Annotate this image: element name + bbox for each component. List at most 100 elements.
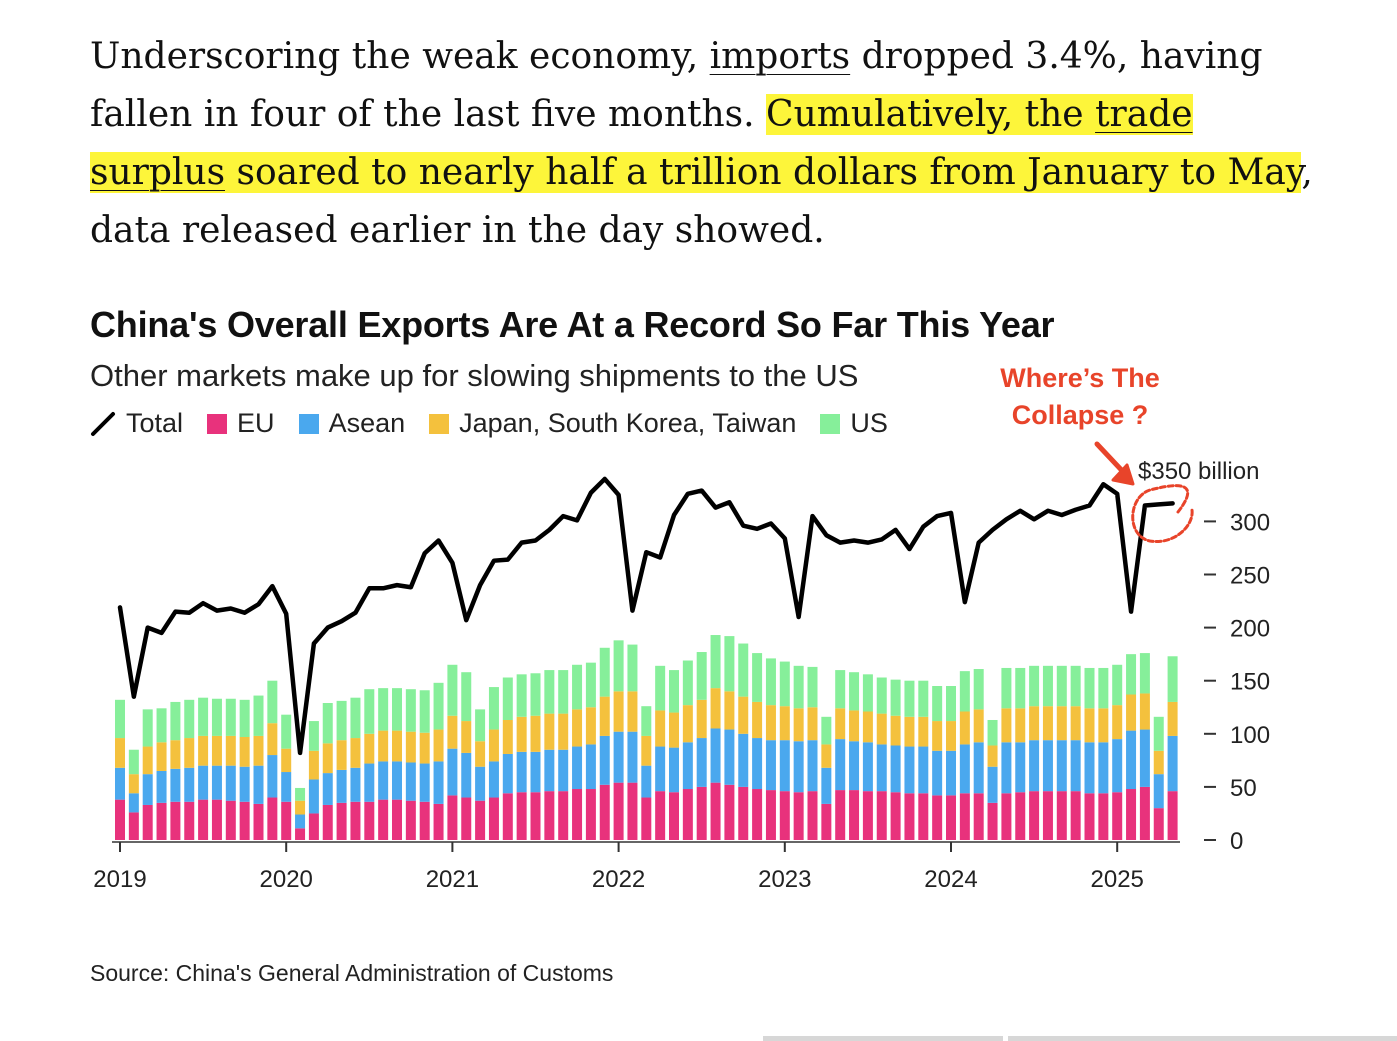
bar-jkt — [710, 688, 721, 729]
bar-jkt — [779, 706, 790, 741]
bar-us — [267, 680, 278, 724]
annotation-line-1: Where’s The — [1000, 363, 1160, 393]
bar-us — [364, 689, 375, 734]
bar-eu — [405, 800, 416, 840]
bar-eu — [669, 792, 679, 840]
bar-jkt — [890, 715, 901, 746]
bar-asean — [890, 745, 901, 793]
bar-us — [1167, 656, 1178, 702]
bar-eu — [987, 802, 998, 840]
bar-asean — [1167, 735, 1178, 792]
imports-link[interactable]: imports — [709, 36, 851, 77]
bar-jkt — [364, 733, 375, 764]
bar-asean — [959, 744, 970, 794]
bar-eu — [932, 795, 943, 840]
bar-eu — [627, 782, 638, 840]
bar-asean — [682, 742, 693, 790]
article-text-part3: , data released earlier in the day showe… — [90, 152, 1313, 251]
bar-us — [765, 658, 776, 706]
bar-us — [918, 680, 929, 717]
bar-asean — [1029, 740, 1040, 792]
bar-us — [350, 697, 361, 739]
chart-title: China's Overall Exports Are At a Record … — [90, 304, 1055, 345]
bar-eu — [184, 801, 195, 840]
legend-item-eu: EU — [207, 408, 275, 439]
bar-asean — [267, 755, 278, 798]
bar-eu — [1029, 791, 1040, 840]
bar-jkt — [267, 723, 278, 756]
bar-asean — [1112, 739, 1123, 793]
bar-us — [156, 708, 167, 743]
bar-eu — [849, 790, 860, 840]
bar-jkt — [669, 712, 679, 748]
bar-us — [585, 662, 596, 708]
bar-us — [1056, 665, 1067, 707]
bar-jkt — [142, 746, 153, 775]
bar-us — [835, 670, 846, 709]
bar-eu — [696, 786, 707, 840]
x-tick-label: 2022 — [592, 866, 645, 893]
bar-us — [461, 672, 472, 722]
bar-us — [973, 669, 984, 710]
y-tick-label: 150 — [1230, 669, 1270, 696]
bar-asean — [419, 763, 430, 802]
bar-eu — [890, 792, 901, 840]
bar-jkt — [225, 735, 236, 766]
bar-jkt — [946, 721, 956, 751]
bar-us — [502, 677, 513, 720]
bar-jkt — [378, 730, 389, 762]
bar-us — [281, 714, 292, 749]
bar-jkt — [765, 705, 776, 741]
bar-eu — [793, 792, 804, 840]
bar-asean — [765, 740, 776, 791]
bar-eu — [502, 793, 513, 840]
bar-jkt — [793, 708, 804, 742]
legend-label-us: US — [850, 408, 888, 438]
bar-us — [904, 680, 915, 717]
us-swatch — [820, 413, 841, 434]
article-text-part2: dropped 3.4%, having fallen in four of t… — [90, 36, 1263, 135]
bar-us — [1001, 667, 1012, 709]
legend-item-us: US — [820, 408, 888, 439]
highlight-a: Cumulatively, the — [766, 94, 1096, 135]
bar-eu — [267, 797, 278, 840]
bar-eu — [461, 797, 472, 840]
article-paragraph: Underscoring the weak economy, imports d… — [90, 28, 1320, 260]
x-axis: 2019 2020 2021 2022 2023 2024 2025 — [93, 841, 1180, 893]
bar-eu — [447, 795, 458, 840]
y-tick-label: 200 — [1230, 616, 1270, 643]
x-tick-label: 2021 — [426, 866, 479, 893]
bar-asean — [502, 753, 513, 794]
bar-us — [779, 661, 790, 707]
bar-asean — [1126, 730, 1137, 790]
bar-us — [959, 671, 970, 712]
bar-jkt — [918, 716, 929, 747]
article-text: Underscoring the weak economy, imports d… — [90, 28, 1320, 260]
bar-asean — [447, 748, 458, 796]
total-line — [117, 476, 1175, 756]
bar-asean — [876, 744, 887, 792]
bar-asean — [779, 740, 790, 792]
y-tick-label: 50 — [1230, 775, 1257, 802]
bar-eu — [433, 803, 444, 840]
bar-us — [225, 698, 236, 736]
bar-jkt — [170, 740, 181, 769]
bar-asean — [1056, 740, 1067, 792]
bar-eu — [724, 784, 735, 840]
bar-us — [1112, 664, 1123, 706]
bar-asean — [613, 731, 624, 783]
bar-us — [987, 719, 998, 746]
bar-us — [475, 709, 486, 742]
bar-us — [392, 688, 402, 731]
bar-us — [239, 699, 250, 737]
bar-us — [752, 653, 763, 702]
bar-us — [295, 787, 306, 801]
bar-eu — [973, 793, 984, 840]
bar-eu — [211, 799, 222, 840]
bar-asean — [170, 768, 181, 802]
bar-asean — [627, 731, 638, 783]
bar-asean — [1070, 740, 1081, 792]
bar-asean — [433, 761, 444, 804]
bar-jkt — [973, 709, 984, 743]
bar-asean — [488, 761, 499, 798]
